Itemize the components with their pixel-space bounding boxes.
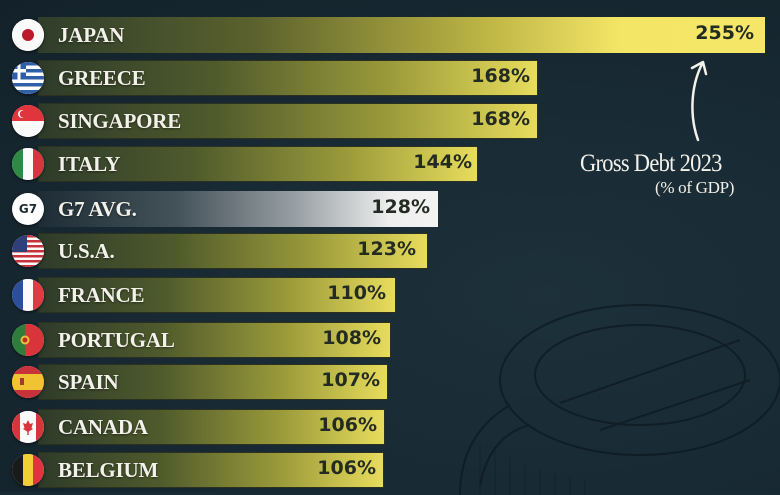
bar-g7-average: [38, 191, 438, 227]
spain-flag-icon: [12, 366, 44, 398]
value-label: 168%: [471, 108, 530, 130]
bar-row-singapore: SINGAPORE 168%: [0, 103, 540, 139]
bar-portugal: [38, 322, 391, 358]
chart-subtitle: (% of GDP): [655, 178, 735, 197]
country-label: PORTUGAL: [58, 328, 175, 352]
bar-row-spain: SPAIN 107%: [0, 364, 388, 400]
chart-title: Gross Debt 2023: [580, 150, 722, 177]
bar-spain: [38, 364, 388, 400]
value-label: 168%: [471, 65, 530, 87]
arrow-up-icon: [690, 60, 708, 142]
country-label: GREECE: [58, 66, 146, 90]
bar-belgium: [38, 452, 384, 488]
coin-illustration-icon: [459, 304, 780, 495]
value-label: 255%: [695, 22, 754, 44]
value-label: 107%: [321, 369, 380, 391]
france-flag-icon: [12, 279, 44, 311]
g7-badge-text: G7: [18, 202, 38, 216]
value-label: 110%: [327, 282, 386, 304]
country-label: BELGIUM: [58, 458, 159, 482]
bar-row-greece: GREECE 168%: [0, 60, 540, 96]
value-label: 106%: [318, 414, 377, 436]
country-label: G7 AVG.: [58, 197, 137, 221]
italy-flag-icon: [12, 148, 44, 180]
value-label: 128%: [371, 196, 430, 218]
country-label: JAPAN: [58, 23, 125, 47]
country-label: U.S.A.: [58, 239, 115, 263]
bar-row-belgium: BELGIUM 106%: [0, 452, 384, 488]
singapore-flag-icon: [12, 105, 44, 137]
bar-row-japan: JAPAN 255%: [0, 17, 780, 53]
bar-france: [38, 277, 396, 313]
country-label: FRANCE: [58, 283, 145, 307]
chart-annotation: Gross Debt 2023 (% of GDP): [580, 150, 737, 198]
value-label: 123%: [357, 238, 416, 260]
g7-badge-icon: G7: [12, 193, 44, 225]
usa-flag-icon: [12, 235, 44, 267]
value-label: 144%: [413, 151, 472, 173]
belgium-flag-icon: [12, 454, 44, 486]
country-label: SPAIN: [58, 370, 119, 394]
country-label: CANADA: [58, 415, 148, 439]
bar-canada: [38, 409, 385, 445]
canada-flag-icon: [12, 411, 44, 443]
bar-singapore: [38, 103, 538, 139]
bar-usa: [38, 233, 428, 269]
japan-flag-icon: [12, 19, 44, 51]
bar-row-g7-average: G7 G7 AVG. 128%: [0, 191, 440, 227]
bar-row-portugal: PORTUGAL 108%: [0, 322, 391, 358]
bar-italy: [38, 146, 478, 182]
value-label: 106%: [317, 457, 376, 479]
bar-row-usa: U.S.A. 123%: [0, 233, 428, 269]
portugal-flag-icon: [12, 324, 44, 356]
bar-row-canada: CANADA 106%: [0, 409, 385, 445]
bar-greece: [38, 60, 538, 96]
country-label: SINGAPORE: [58, 109, 182, 133]
bar-row-france: FRANCE 110%: [0, 277, 396, 313]
bar-row-italy: ITALY 144%: [0, 146, 480, 182]
bar-japan: [38, 17, 765, 53]
country-label: ITALY: [58, 152, 121, 176]
value-label: 108%: [322, 327, 381, 349]
greece-flag-icon: [12, 62, 44, 94]
